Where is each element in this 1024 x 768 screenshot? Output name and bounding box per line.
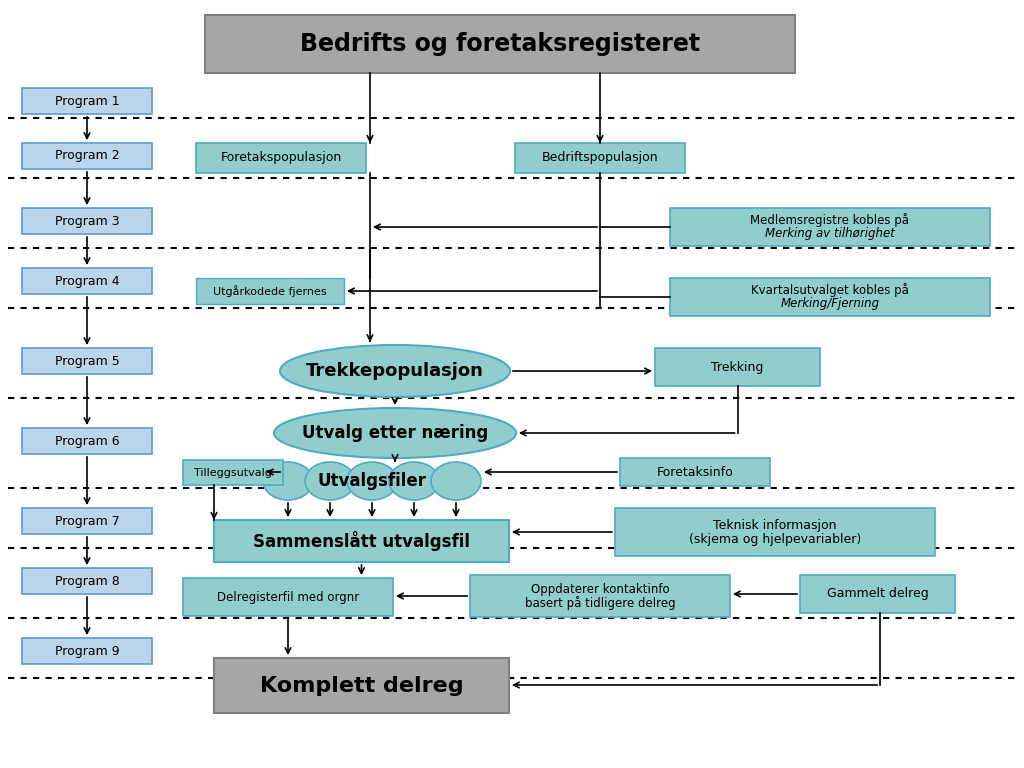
FancyBboxPatch shape	[22, 508, 152, 534]
Text: Kvartalsutvalget kobles på: Kvartalsutvalget kobles på	[751, 283, 909, 297]
FancyBboxPatch shape	[196, 143, 366, 173]
Text: Komplett delreg: Komplett delreg	[260, 676, 463, 696]
Text: Medlemsregistre kobles på: Medlemsregistre kobles på	[751, 213, 909, 227]
Ellipse shape	[347, 462, 397, 500]
Text: Delregisterfil med orgnr: Delregisterfil med orgnr	[217, 591, 359, 604]
FancyBboxPatch shape	[214, 658, 509, 713]
FancyBboxPatch shape	[22, 348, 152, 374]
FancyBboxPatch shape	[183, 578, 393, 616]
FancyBboxPatch shape	[22, 88, 152, 114]
Text: Merking/Fjerning: Merking/Fjerning	[780, 297, 880, 310]
FancyBboxPatch shape	[620, 458, 770, 486]
Text: Program 5: Program 5	[54, 355, 120, 368]
Text: Program 6: Program 6	[54, 435, 120, 448]
FancyBboxPatch shape	[22, 568, 152, 594]
FancyBboxPatch shape	[670, 208, 990, 246]
FancyBboxPatch shape	[214, 520, 509, 562]
Text: Merking av tilhørighet: Merking av tilhørighet	[765, 227, 895, 240]
Text: Program 4: Program 4	[54, 274, 120, 287]
FancyBboxPatch shape	[196, 278, 344, 304]
FancyBboxPatch shape	[515, 143, 685, 173]
Ellipse shape	[280, 345, 510, 397]
FancyBboxPatch shape	[22, 268, 152, 294]
Text: Teknisk informasjon: Teknisk informasjon	[714, 518, 837, 531]
FancyBboxPatch shape	[470, 575, 730, 617]
Text: Utgårkodede fjernes: Utgårkodede fjernes	[213, 285, 327, 297]
Text: Foretakspopulasjon: Foretakspopulasjon	[220, 151, 342, 164]
FancyBboxPatch shape	[800, 575, 955, 613]
Text: Tilleggsutvalg: Tilleggsutvalg	[195, 468, 272, 478]
Text: Bedrifts og foretaksregisteret: Bedrifts og foretaksregisteret	[300, 32, 700, 56]
Text: Program 2: Program 2	[54, 150, 120, 163]
Text: Program 9: Program 9	[54, 644, 120, 657]
Text: Foretaksinfo: Foretaksinfo	[656, 465, 733, 478]
FancyBboxPatch shape	[615, 508, 935, 556]
FancyBboxPatch shape	[22, 638, 152, 664]
Text: Utvalg etter næring: Utvalg etter næring	[302, 424, 488, 442]
Ellipse shape	[263, 462, 313, 500]
FancyBboxPatch shape	[22, 208, 152, 234]
Text: Program 8: Program 8	[54, 574, 120, 588]
Ellipse shape	[305, 462, 355, 500]
Text: Program 3: Program 3	[54, 214, 120, 227]
Ellipse shape	[274, 408, 516, 458]
Text: Program 7: Program 7	[54, 515, 120, 528]
FancyBboxPatch shape	[22, 428, 152, 454]
Text: Utvalgsfiler: Utvalgsfiler	[317, 472, 427, 490]
Text: Oppdaterer kontaktinfo: Oppdaterer kontaktinfo	[530, 582, 670, 595]
Ellipse shape	[389, 462, 439, 500]
Text: Program 1: Program 1	[54, 94, 120, 108]
FancyBboxPatch shape	[205, 15, 795, 73]
Text: Gammelt delreg: Gammelt delreg	[826, 588, 929, 601]
Text: Trekking: Trekking	[712, 360, 764, 373]
FancyBboxPatch shape	[655, 348, 820, 386]
Text: Bedriftspopulasjon: Bedriftspopulasjon	[542, 151, 658, 164]
FancyBboxPatch shape	[22, 143, 152, 169]
Ellipse shape	[431, 462, 481, 500]
Text: Sammenslått utvalgsfil: Sammenslått utvalgsfil	[253, 531, 470, 551]
Text: basert på tidligere delreg: basert på tidligere delreg	[524, 596, 675, 610]
Text: (skjema og hjelpevariabler): (skjema og hjelpevariabler)	[689, 532, 861, 545]
FancyBboxPatch shape	[183, 460, 283, 485]
Text: Trekkepopulasjon: Trekkepopulasjon	[306, 362, 484, 380]
FancyBboxPatch shape	[670, 278, 990, 316]
